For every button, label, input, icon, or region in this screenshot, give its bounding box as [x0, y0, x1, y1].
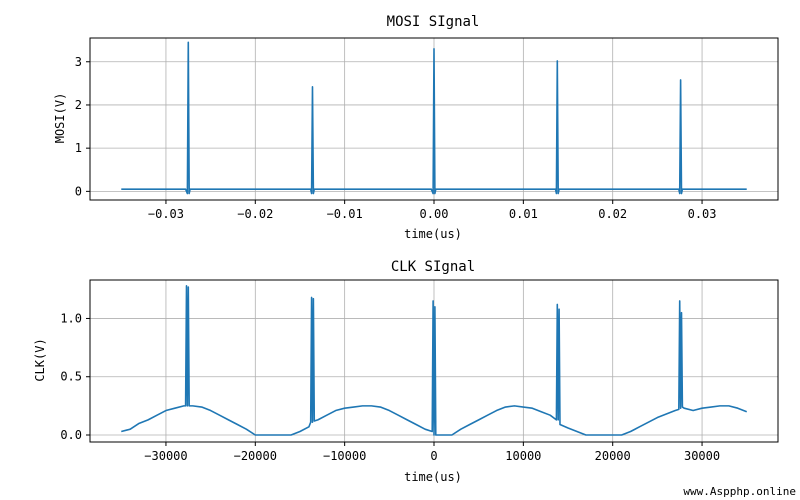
clk-chart-title: CLK SIgnal	[391, 259, 475, 275]
mosi-x-tick-label-1: −0.02	[237, 207, 273, 221]
clk-x-tick-label-2: −10000	[323, 449, 366, 463]
mosi-signal-chart: MOSI SIgnal time(us) MOSI(V) −0.03 −0.02 −…	[53, 14, 779, 241]
clk-signal-chart: CLK SIgnal time(us) CLK(V) −30000 −20000 −…	[33, 259, 779, 484]
clk-x-tick-label-5: 20000	[595, 449, 631, 463]
clk-x-tick-label-3: 0	[430, 449, 437, 463]
clk-y-tick-label-2: 1.0	[60, 311, 82, 325]
mosi-y-axis-label: MOSI(V)	[53, 93, 67, 144]
clk-x-tick-label-6: 30000	[684, 449, 720, 463]
mosi-x-tick-label-5: 0.02	[598, 207, 627, 221]
clk-y-tick-label-0: 0.0	[60, 428, 82, 442]
mosi-x-axis-label: time(us)	[404, 227, 462, 241]
clk-x-axis-label: time(us)	[404, 470, 462, 484]
mosi-x-tick-label-4: 0.01	[509, 207, 538, 221]
mosi-chart-title: MOSI SIgnal	[387, 14, 480, 30]
mosi-y-tick-label-0: 0	[75, 184, 82, 198]
mosi-x-tick-label-6: 0.03	[688, 207, 717, 221]
clk-x-tick-label-1: −20000	[234, 449, 277, 463]
clk-x-tick-label-4: 10000	[505, 449, 541, 463]
mosi-signal-line	[121, 41, 747, 195]
mosi-x-tick-label-3: 0.00	[420, 207, 449, 221]
clk-x-tick-label-0: −30000	[144, 449, 187, 463]
mosi-y-tick-label-1: 1	[75, 141, 82, 155]
clk-signal-line	[121, 285, 748, 436]
watermark-text: www.Aspphp.online	[683, 485, 796, 498]
mosi-y-tick-label-2: 2	[75, 98, 82, 112]
mosi-x-tick-label-2: −0.01	[327, 207, 363, 221]
clk-y-tick-label-1: 0.5	[60, 370, 82, 384]
clk-y-axis-label: CLK(V)	[33, 338, 47, 381]
mosi-x-tick-label-0: −0.03	[148, 207, 184, 221]
mosi-y-tick-label-3: 3	[75, 55, 82, 69]
